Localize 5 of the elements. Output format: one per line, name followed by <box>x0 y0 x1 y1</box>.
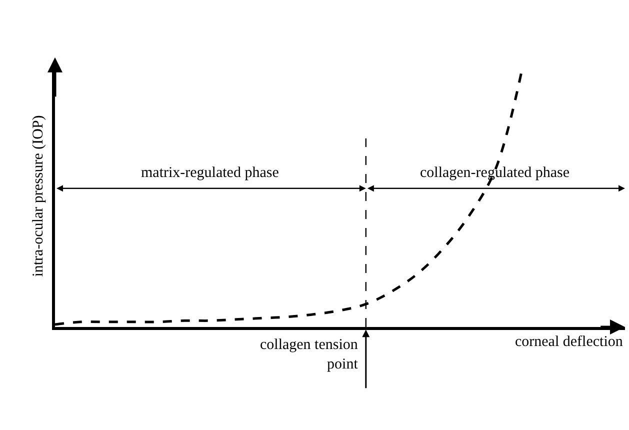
text: collagen tension point <box>260 337 359 372</box>
annotation: collagen-regulated phase <box>420 165 570 181</box>
x-axis-title: corneal deflection <box>515 334 624 350</box>
annotation: matrix-regulated phase <box>141 165 280 181</box>
y-axis-title: intra-ocular pressure (IOP) <box>30 115 46 277</box>
